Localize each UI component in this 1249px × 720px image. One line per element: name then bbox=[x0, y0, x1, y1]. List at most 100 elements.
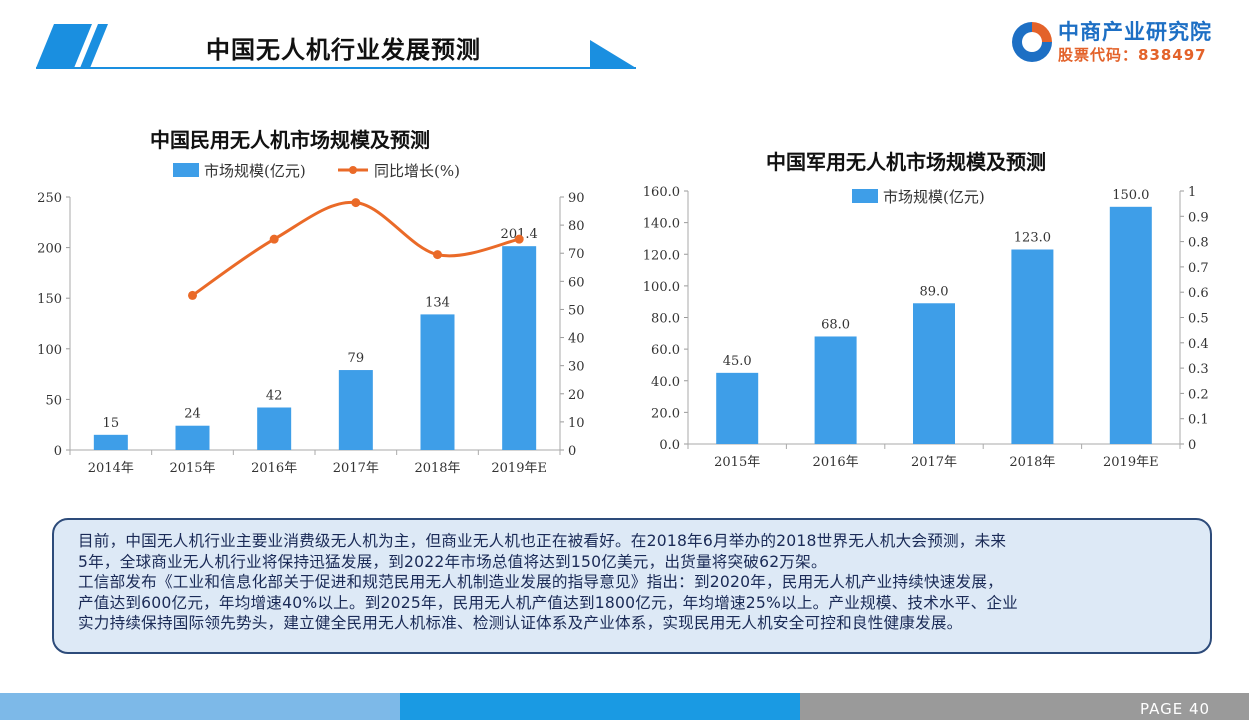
chart2-right-tick-label: 0.3 bbox=[1188, 362, 1209, 377]
summary-line-4: 产值达到600亿元，年均增速40%以上。到2025年，民用无人机产值达到1800… bbox=[78, 593, 1018, 612]
chart2-bars: 45.0 68.0 89.0 123.0 150.0 bbox=[716, 188, 1152, 444]
chart1-bar-value-label: 15 bbox=[103, 416, 120, 431]
summary-line-2: 5年，全球商业无人机行业将保持迅猛发展，到2022年市场总值将达到150亿美元，… bbox=[78, 552, 827, 571]
chart1-growth-point bbox=[351, 198, 361, 208]
header-banner bbox=[36, 24, 636, 69]
chart1-legend-bar-label: 市场规模(亿元) bbox=[204, 162, 306, 180]
chart2-category-labels: 2015年 2016年 2017年 2018年 2019年E bbox=[714, 455, 1158, 470]
chart2-bar-value-label: 123.0 bbox=[1014, 231, 1051, 246]
chart1-growth-point bbox=[514, 234, 524, 244]
chart1-title: 中国民用无人机市场规模及预测 bbox=[150, 128, 430, 152]
chart2-legend-bar-label: 市场规模(亿元) bbox=[883, 188, 985, 206]
chart1-legend-line-marker bbox=[349, 166, 357, 174]
logo-name: 中商产业研究院 bbox=[1058, 20, 1212, 44]
chart1-category-label: 2017年 bbox=[333, 461, 379, 476]
chart2-right-tick-label: 1 bbox=[1188, 185, 1196, 200]
page-title: 中国无人机行业发展预测 bbox=[206, 36, 481, 64]
chart1-right-axis: 0 10 20 30 40 50 60 70 80 90 bbox=[560, 191, 585, 459]
chart1-legend-bar-swatch bbox=[173, 163, 199, 177]
summary-textbox: 目前，中国无人机行业主要业消费级无人机为主，但商业无人机也正在被看好。在2018… bbox=[52, 518, 1212, 654]
footer-segment-light bbox=[0, 693, 400, 720]
chart2-right-tick-label: 0.9 bbox=[1188, 210, 1209, 225]
chart2-category-label: 2016年 bbox=[813, 455, 859, 470]
chart2-bar bbox=[1011, 249, 1054, 444]
chart2-left-tick-label: 120.0 bbox=[643, 248, 680, 263]
chart2-right-tick-label: 0.5 bbox=[1188, 312, 1209, 327]
chart1-left-tick-label: 250 bbox=[37, 191, 62, 206]
header-stripe-right bbox=[80, 24, 108, 68]
chart2-right-tick-label: 0.6 bbox=[1188, 286, 1209, 301]
chart1-right-tick-label: 10 bbox=[568, 416, 585, 431]
chart1-growth-line bbox=[188, 198, 524, 300]
military-drone-chart: 市场规模(亿元) 0.020.040.060.080.0100.0120.014… bbox=[643, 185, 1209, 470]
chart1-bar-value-label: 24 bbox=[184, 407, 201, 422]
footer-bar bbox=[0, 693, 1249, 720]
chart1-left-tick-label: 50 bbox=[45, 393, 62, 408]
chart2-category-label: 2017年 bbox=[911, 455, 957, 470]
chart1-left-tick-label: 0 bbox=[54, 444, 62, 459]
chart1-axes bbox=[69, 197, 561, 455]
chart1-growth-point bbox=[433, 250, 442, 260]
chart2-left-tick-label: 60.0 bbox=[651, 343, 680, 358]
chart1-right-tick-label: 0 bbox=[568, 444, 576, 459]
chart2-left-axis: 0.0 20.0 40.0 60.0 80.0 100.0 120.0 140.0 160.0 bbox=[643, 185, 688, 453]
chart1-right-tick-label: 50 bbox=[568, 303, 585, 318]
chart2-category-label: 2019年E bbox=[1103, 455, 1159, 470]
chart1-category-label: 2015年 bbox=[169, 461, 215, 476]
header-stripe-left bbox=[36, 24, 92, 68]
footer-segment-blue bbox=[400, 693, 800, 720]
chart1-right-tick-label: 40 bbox=[568, 332, 585, 347]
chart1-bar bbox=[93, 434, 128, 450]
chart2-left-tick-label: 140.0 bbox=[643, 217, 680, 232]
chart2-legend: 市场规模(亿元) bbox=[852, 188, 985, 206]
chart1-bar bbox=[420, 314, 455, 450]
chart2-left-tick-label: 20.0 bbox=[651, 406, 680, 421]
chart2-left-tick-label: 100.0 bbox=[643, 280, 680, 295]
footer-segment-gray bbox=[800, 693, 1249, 720]
chart1-bar-value-label: 79 bbox=[348, 351, 365, 366]
chart1-right-tick-label: 80 bbox=[568, 219, 585, 234]
chart1-right-tick-label: 30 bbox=[568, 360, 585, 375]
chart2-bar bbox=[1109, 206, 1152, 444]
header-triangle bbox=[590, 40, 636, 68]
chart1-category-label: 2016年 bbox=[251, 461, 297, 476]
chart2-right-axis: 0 0.1 0.2 0.3 0.4 0.5 0.6 0.7 0.8 0.9 1 bbox=[1180, 185, 1209, 453]
chart1-left-tick-label: 100 bbox=[37, 343, 62, 358]
chart2-left-tick-label: 40.0 bbox=[651, 375, 680, 390]
chart2-bar-value-label: 89.0 bbox=[920, 284, 949, 299]
chart1-bar bbox=[257, 407, 292, 450]
chart2-left-tick-label: 0.0 bbox=[659, 438, 680, 453]
chart1-right-tick-label: 20 bbox=[568, 388, 585, 403]
chart1-left-tick-label: 200 bbox=[37, 242, 62, 257]
chart1-legend-line-label: 同比增长(%) bbox=[374, 162, 460, 180]
chart1-growth-line-path bbox=[191, 201, 520, 297]
chart2-right-tick-label: 0.2 bbox=[1188, 387, 1209, 402]
chart2-category-label: 2015年 bbox=[714, 455, 760, 470]
chart2-right-tick-label: 0.1 bbox=[1188, 413, 1209, 428]
chart2-right-tick-label: 0.7 bbox=[1188, 261, 1209, 276]
chart1-growth-point bbox=[269, 234, 279, 244]
chart1-category-labels: 2014年 2015年 2016年 2017年 2018年 2019年E bbox=[88, 461, 547, 476]
chart2-left-tick-label: 80.0 bbox=[651, 312, 680, 327]
chart2-bar bbox=[913, 303, 955, 444]
summary-line-5: 实力持续保持国际领先势头，建立健全民用无人机标准、检测认证体系及产业体系，实现民… bbox=[78, 614, 963, 632]
chart2-bar bbox=[716, 372, 759, 444]
chart2-bar-value-label: 45.0 bbox=[723, 354, 752, 369]
chart2-bar-value-label: 150.0 bbox=[1112, 188, 1149, 203]
logo-icon bbox=[1012, 22, 1052, 62]
chart2-category-label: 2018年 bbox=[1009, 455, 1055, 470]
chart1-bar bbox=[502, 246, 537, 450]
chart1-category-label: 2018年 bbox=[414, 461, 460, 476]
chart1-bar-value-label: 134 bbox=[425, 295, 450, 310]
chart2-left-tick-label: 160.0 bbox=[643, 185, 680, 200]
civil-drone-chart: 市场规模(亿元) 同比增长(%) 0 50 100 150 200 250 0 10 20 30… bbox=[37, 162, 585, 476]
chart2-right-tick-label: 0.8 bbox=[1188, 236, 1209, 251]
chart2-right-tick-label: 0 bbox=[1188, 438, 1196, 453]
chart1-category-label: 2019年E bbox=[491, 461, 547, 476]
chart1-right-tick-label: 90 bbox=[568, 191, 585, 206]
chart1-right-tick-label: 60 bbox=[568, 275, 585, 290]
chart1-legend: 市场规模(亿元) 同比增长(%) bbox=[173, 162, 460, 180]
chart2-bar-value-label: 68.0 bbox=[821, 317, 850, 332]
chart1-bar bbox=[338, 370, 373, 450]
page-number: PAGE 40 bbox=[1140, 700, 1211, 718]
